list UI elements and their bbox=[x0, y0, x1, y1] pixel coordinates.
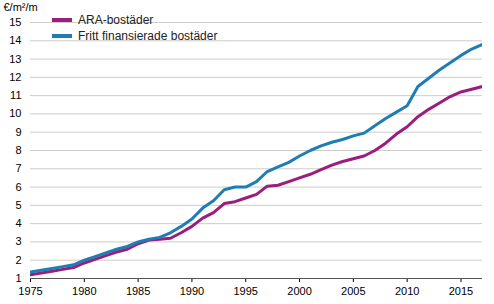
svg-text:1995: 1995 bbox=[233, 285, 257, 297]
svg-text:5: 5 bbox=[15, 199, 21, 211]
svg-text:2015: 2015 bbox=[449, 285, 473, 297]
svg-text:2005: 2005 bbox=[341, 285, 365, 297]
svg-text:10: 10 bbox=[9, 107, 21, 119]
svg-text:1980: 1980 bbox=[72, 285, 96, 297]
svg-text:11: 11 bbox=[10, 89, 21, 101]
svg-text:13: 13 bbox=[9, 53, 21, 65]
html-text:Fritt finansierade bostäder: Fritt finansierade bostäder bbox=[78, 29, 218, 43]
svg-text:7: 7 bbox=[15, 162, 21, 174]
svg-text:€/m²/m: €/m²/m bbox=[4, 1, 38, 13]
svg-text:9: 9 bbox=[15, 126, 21, 138]
svg-text:2010: 2010 bbox=[395, 285, 419, 297]
svg-text:3: 3 bbox=[15, 235, 21, 247]
svg-text:12: 12 bbox=[9, 71, 21, 83]
html-text:ARA-bostäder: ARA-bostäder bbox=[78, 13, 154, 27]
svg-text:8: 8 bbox=[15, 144, 21, 156]
svg-text:1975: 1975 bbox=[18, 285, 42, 297]
svg-text:6: 6 bbox=[15, 181, 21, 193]
svg-text:1990: 1990 bbox=[180, 285, 204, 297]
svg-text:14: 14 bbox=[9, 34, 21, 46]
svg-text:1: 1 bbox=[15, 272, 21, 284]
svg-text:1985: 1985 bbox=[126, 285, 150, 297]
svg-text:15: 15 bbox=[9, 16, 21, 28]
svg-text:2000: 2000 bbox=[287, 285, 311, 297]
svg-text:4: 4 bbox=[15, 217, 21, 229]
svg-text:2: 2 bbox=[15, 254, 21, 266]
